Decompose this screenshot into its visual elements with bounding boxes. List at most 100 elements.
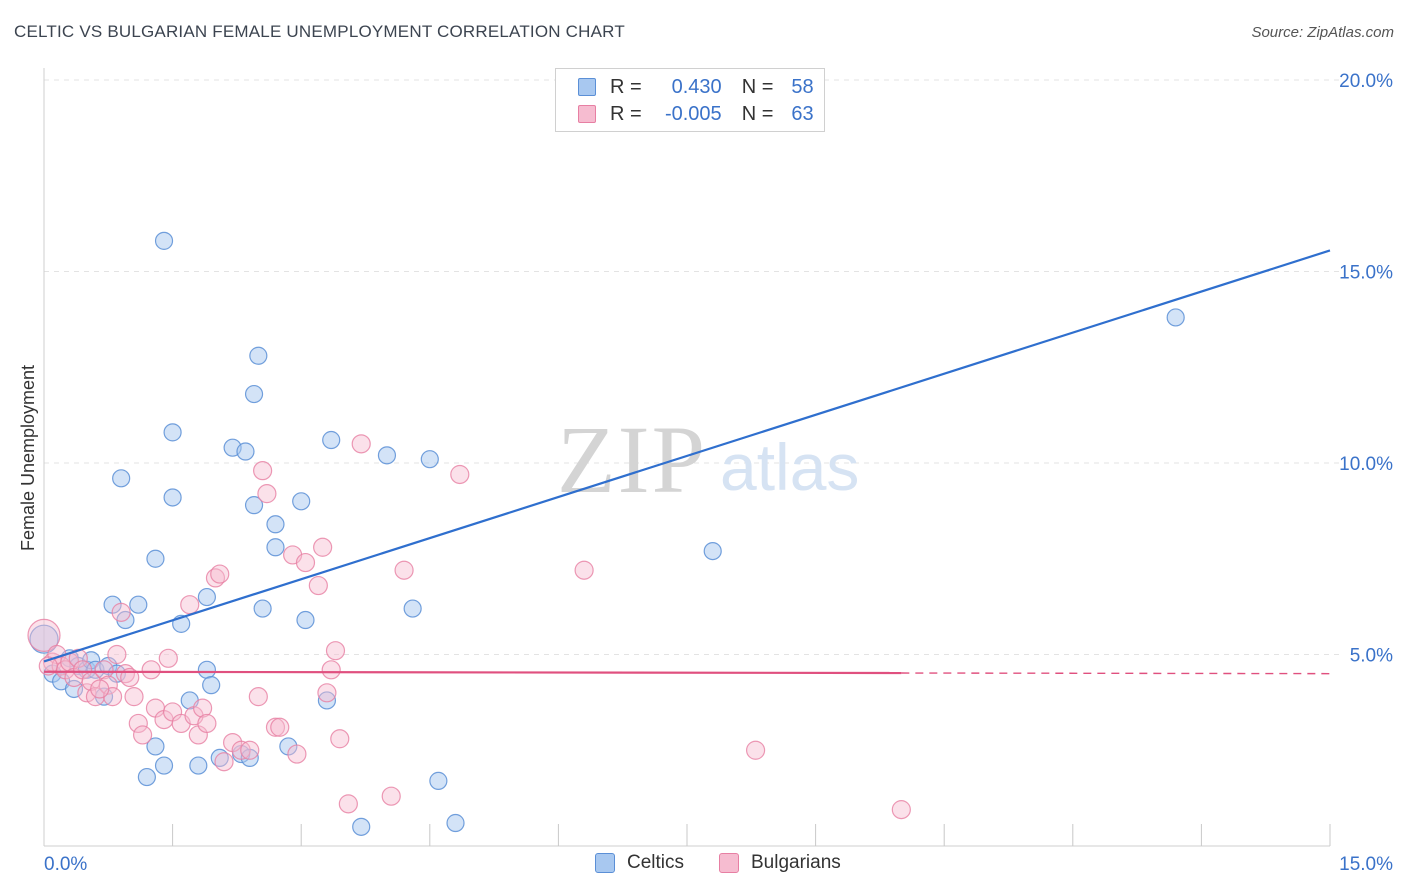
celtics-point bbox=[322, 430, 341, 450]
bulgarians-point bbox=[107, 644, 127, 665]
x-tick-label: 15.0% bbox=[1339, 854, 1393, 875]
celtics-point bbox=[29, 624, 59, 654]
bulgarians-trend-extension bbox=[901, 672, 1331, 675]
r-label: R = bbox=[610, 75, 642, 98]
celtics-point bbox=[352, 817, 371, 836]
bulgarians-point bbox=[394, 560, 414, 580]
bulgarians-point bbox=[891, 800, 911, 820]
grid bbox=[44, 79, 1340, 655]
celtics-point bbox=[266, 538, 285, 557]
celtics-point bbox=[146, 549, 165, 568]
series-bulgarians bbox=[27, 434, 911, 820]
celtics-point bbox=[146, 737, 165, 756]
celtics-point bbox=[154, 231, 174, 250]
bulgarians-point bbox=[180, 595, 200, 615]
r-label: R = bbox=[610, 102, 642, 125]
bulgarians-point bbox=[295, 552, 316, 573]
bulgarians-point bbox=[210, 564, 230, 584]
bulgarians-trend-line bbox=[43, 670, 902, 675]
r-value: -0.005 bbox=[664, 102, 722, 125]
bulgarians-point bbox=[120, 667, 140, 688]
bulgarians-point bbox=[128, 713, 148, 734]
bulgarians-point bbox=[94, 660, 114, 680]
celtics-point bbox=[1166, 308, 1185, 327]
celtics-point bbox=[197, 660, 216, 679]
celtics-point bbox=[446, 813, 465, 833]
bulgarians-swatch bbox=[578, 105, 596, 123]
bulgarians-point bbox=[193, 698, 213, 718]
celtics-swatch bbox=[578, 78, 596, 96]
bulgarians-point bbox=[90, 679, 110, 699]
y-tick-label: 10.0% bbox=[1339, 454, 1393, 475]
celtics-point bbox=[154, 756, 174, 775]
chart-title: CELTIC VS BULGARIAN FEMALE UNEMPLOYMENT … bbox=[14, 22, 625, 41]
bulgarians-point bbox=[574, 560, 594, 580]
bulgarians-point bbox=[265, 717, 286, 737]
series-celtics bbox=[29, 90, 1185, 836]
bulgarians-point bbox=[450, 464, 470, 485]
bulgarians-point bbox=[253, 461, 273, 481]
y-tick-label: 15.0% bbox=[1339, 263, 1393, 284]
bulgarians-point bbox=[745, 740, 766, 760]
watermark-zip: ZIP bbox=[557, 406, 707, 513]
n-label: N = bbox=[741, 75, 774, 98]
legend-item-bulgarians[interactable]: Bulgarians bbox=[719, 852, 841, 874]
celtics-point bbox=[244, 496, 264, 515]
axes bbox=[43, 68, 1331, 847]
bulgarians-point bbox=[248, 687, 268, 707]
celtics-point bbox=[249, 346, 268, 365]
bulgarians-point bbox=[141, 660, 161, 680]
correlation-legend: R = 0.430 N = 58 R = -0.005 N = 63 bbox=[555, 68, 825, 132]
trend-lines bbox=[43, 249, 1331, 675]
celtics-point bbox=[244, 384, 264, 404]
bulgarians-point bbox=[321, 660, 341, 680]
legend-row-bulgarians: R = -0.005 N = 63 bbox=[578, 101, 814, 127]
series-legend: Celtics Bulgarians bbox=[0, 852, 1406, 878]
celtics-point bbox=[317, 691, 337, 710]
celtics-point bbox=[429, 771, 448, 790]
bulgarians-point bbox=[27, 618, 61, 652]
celtics-swatch bbox=[595, 853, 615, 873]
x-tick-label: 0.0% bbox=[44, 854, 87, 875]
legend-item-celtics[interactable]: Celtics bbox=[595, 852, 684, 874]
celtics-point bbox=[703, 541, 722, 561]
n-value: 63 bbox=[791, 102, 814, 125]
celtics-point bbox=[202, 676, 221, 695]
bulgarians-point bbox=[308, 575, 328, 596]
watermark-atlas: atlas bbox=[720, 430, 859, 504]
bulgarians-point bbox=[317, 683, 337, 703]
y-tick-label: 5.0% bbox=[1350, 646, 1393, 667]
bulgarians-point bbox=[158, 648, 178, 668]
celtics-point bbox=[253, 599, 272, 618]
celtics-point bbox=[236, 442, 255, 461]
n-value: 58 bbox=[791, 75, 814, 98]
bulgarians-point bbox=[214, 752, 234, 772]
bulgarians-point bbox=[325, 641, 346, 661]
bulgarians-point bbox=[38, 656, 58, 676]
y-tick-label: 20.0% bbox=[1339, 71, 1393, 92]
bulgarians-point bbox=[330, 729, 350, 749]
bulgarians-point bbox=[351, 434, 371, 454]
source-label: Source: ZipAtlas.com bbox=[1251, 24, 1394, 41]
celtics-point bbox=[403, 599, 422, 618]
celtics-point bbox=[129, 595, 148, 614]
r-value: 0.430 bbox=[671, 75, 722, 98]
celtics-trend-line bbox=[43, 249, 1331, 663]
bulgarians-point bbox=[338, 794, 358, 814]
celtics-point bbox=[377, 446, 397, 465]
bulgarians-point bbox=[197, 713, 217, 734]
bulgarians-point bbox=[313, 537, 333, 557]
celtics-point bbox=[197, 587, 216, 607]
bulgarians-point bbox=[240, 740, 260, 760]
bulgarians-point bbox=[287, 744, 307, 764]
legend-label-celtics: Celtics bbox=[627, 852, 685, 873]
celtics-point bbox=[420, 450, 439, 469]
celtics-point bbox=[112, 469, 131, 488]
bulgarians-point bbox=[257, 484, 277, 504]
celtics-point bbox=[189, 756, 208, 775]
bulgarians-point bbox=[381, 786, 401, 806]
bulgarians-point bbox=[132, 725, 153, 745]
n-label: N = bbox=[741, 102, 774, 125]
bulgarians-swatch bbox=[719, 853, 739, 873]
